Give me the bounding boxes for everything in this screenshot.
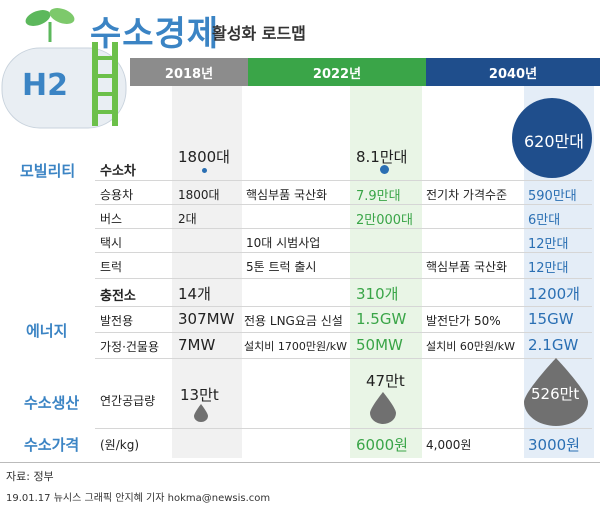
- drop-icon-2018: [194, 404, 208, 422]
- row-bus-label: 버스: [100, 212, 123, 226]
- dot-2018: [202, 168, 207, 173]
- row-station-2022: 310개: [356, 285, 399, 303]
- circle-2040: [512, 98, 592, 178]
- row-home-note2: 설치비 60만원/kW: [426, 340, 516, 353]
- row-truck-label: 트럭: [100, 260, 123, 274]
- row-taxi-2040: 12만대: [528, 237, 569, 252]
- timeline-2040: 2040년: [426, 58, 600, 86]
- footer-credit: 19.01.17 뉴시스 그래픽 안지혜 기자 hokma@newsis.com: [6, 493, 271, 504]
- timeline-2022: 2022년: [248, 58, 426, 86]
- row-price-2022: 6000원: [356, 436, 408, 454]
- row-car-2018: 1800대: [178, 148, 230, 166]
- row-sedan-2022: 7.9만대: [356, 189, 401, 204]
- column-2018: [172, 86, 242, 458]
- row-bus-2018: 2대: [178, 212, 197, 226]
- category-energy: 에너지: [26, 322, 68, 340]
- row-power-2040: 15GW: [528, 310, 574, 328]
- row-power-2018: 307MW: [178, 310, 235, 328]
- row-price-2040: 3000원: [528, 436, 580, 454]
- row-supply-2022: 47만t: [366, 372, 405, 390]
- hydrogen-tank-icon: [0, 40, 130, 130]
- page-title: 수소경제: [90, 14, 220, 54]
- dot-2022: [380, 165, 389, 174]
- row-supply-2018: 13만t: [180, 386, 219, 404]
- row-truck-note1: 5톤 트럭 출시: [246, 260, 317, 274]
- footer-source: 자료: 정부: [6, 470, 54, 483]
- row-power-note1: 전용 LNG요금 신설: [244, 314, 343, 328]
- drop-icon-2040: [524, 358, 588, 426]
- row-power-2022: 1.5GW: [356, 310, 407, 328]
- row-supply-label: 연간공급량: [100, 394, 156, 408]
- row-sedan-2040: 590만대: [528, 189, 577, 204]
- row-car-2022: 8.1만대: [356, 148, 408, 166]
- drop-icon-2022: [370, 392, 396, 424]
- page-subtitle: 활성화 로드맵: [212, 24, 306, 43]
- row-power-note2: 발전단가 50%: [426, 314, 501, 328]
- row-supply-2040: 526만t: [531, 385, 580, 403]
- row-station-2018: 14개: [178, 285, 211, 303]
- h2-label: H2: [22, 68, 68, 103]
- row-bus-2022: 2만000대: [356, 213, 414, 228]
- row-sedan-2018: 1800대: [178, 188, 220, 202]
- row-power-label: 발전용: [100, 314, 134, 328]
- row-home-2040: 2.1GW: [528, 336, 579, 354]
- row-taxi-label: 택시: [100, 236, 123, 250]
- row-price-note2: 4,000원: [426, 438, 472, 452]
- row-car-label: 수소차: [100, 164, 136, 179]
- row-station-2040: 1200개: [528, 285, 580, 303]
- row-taxi-note1: 10대 시범사업: [246, 236, 321, 250]
- row-sedan-note1: 핵심부품 국산화: [246, 188, 328, 202]
- row-home-2022: 50MW: [356, 336, 403, 354]
- category-production: 수소생산: [24, 394, 80, 412]
- row-home-label: 가정·건물용: [100, 340, 160, 354]
- row-station-label: 충전소: [100, 289, 136, 304]
- row-truck-2040: 12만대: [528, 261, 569, 276]
- row-home-note1: 설치비 1700만원/kW: [244, 340, 348, 353]
- row-sedan-label: 승용차: [100, 188, 134, 202]
- row-truck-note2: 핵심부품 국산화: [426, 260, 508, 274]
- row-sedan-note2: 전기차 가격수준: [426, 188, 508, 202]
- category-mobility: 모빌리티: [20, 162, 76, 180]
- row-home-2018: 7MW: [178, 336, 216, 354]
- row-bus-2040: 6만대: [528, 213, 561, 228]
- category-price: 수소가격: [24, 436, 80, 454]
- sprout-icon: [25, 8, 75, 42]
- row-car-2040: 620만대: [524, 132, 584, 151]
- timeline-2018: 2018년: [130, 58, 248, 86]
- row-price-label: (원/kg): [100, 438, 140, 452]
